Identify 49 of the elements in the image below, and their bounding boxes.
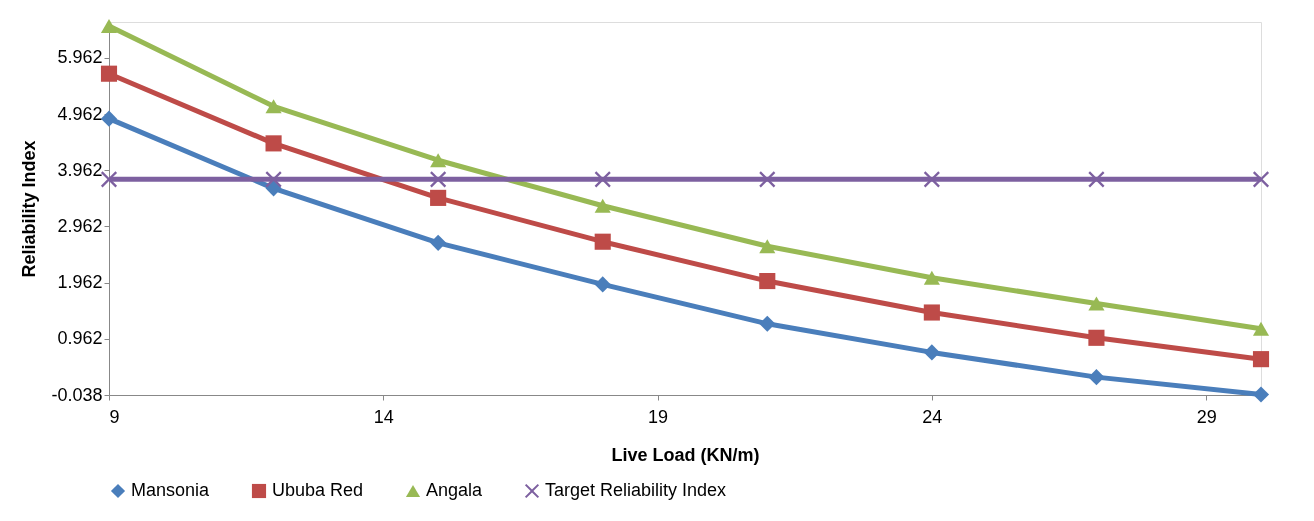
point <box>759 171 776 188</box>
x-tick-label: 24 <box>922 406 943 427</box>
point <box>1088 171 1105 188</box>
point <box>265 135 282 152</box>
x-tick-label: 14 <box>373 406 394 427</box>
point <box>1252 321 1270 336</box>
point <box>923 344 940 361</box>
point <box>594 198 611 213</box>
x-tick-label: 9 <box>109 406 120 427</box>
legend-label: Mansonia <box>131 480 211 500</box>
y-tick-label: 0.962 <box>57 328 103 349</box>
point <box>430 234 447 251</box>
x-axis-title: Live Load (KN/m) <box>611 444 760 465</box>
x-tick-label: 29 <box>1196 406 1217 427</box>
point <box>430 171 447 188</box>
point <box>923 304 940 321</box>
point <box>759 239 776 254</box>
point <box>594 276 611 293</box>
legend-label: Target Reliability Index <box>545 480 727 500</box>
point <box>430 189 447 206</box>
point <box>1088 296 1105 311</box>
point <box>759 315 776 332</box>
legend-label: Ububa Red <box>272 480 364 500</box>
y-tick-label: 5.962 <box>57 47 103 68</box>
point <box>1088 369 1105 386</box>
x-tick-label: 19 <box>648 406 669 427</box>
point <box>265 171 282 188</box>
point <box>594 233 611 250</box>
y-tick-label: 3.962 <box>57 159 103 180</box>
y-tick-label: 2.962 <box>57 215 103 236</box>
point <box>100 110 118 127</box>
point <box>1252 386 1270 403</box>
point <box>1252 351 1270 368</box>
point <box>759 272 776 290</box>
point <box>265 99 282 114</box>
point <box>923 171 940 188</box>
point <box>1252 171 1270 188</box>
point <box>100 65 118 82</box>
point <box>594 171 611 188</box>
point <box>100 18 118 33</box>
y-tick-label: 1.962 <box>57 272 103 293</box>
y-tick-label: -0.038 <box>51 384 103 405</box>
point <box>430 153 447 168</box>
legend-label: Angala <box>426 480 484 500</box>
y-tick-label: 4.962 <box>57 103 103 124</box>
point <box>1088 329 1105 346</box>
point <box>100 171 118 188</box>
point <box>923 270 940 285</box>
y-axis-title: Reliability Index <box>19 140 40 278</box>
